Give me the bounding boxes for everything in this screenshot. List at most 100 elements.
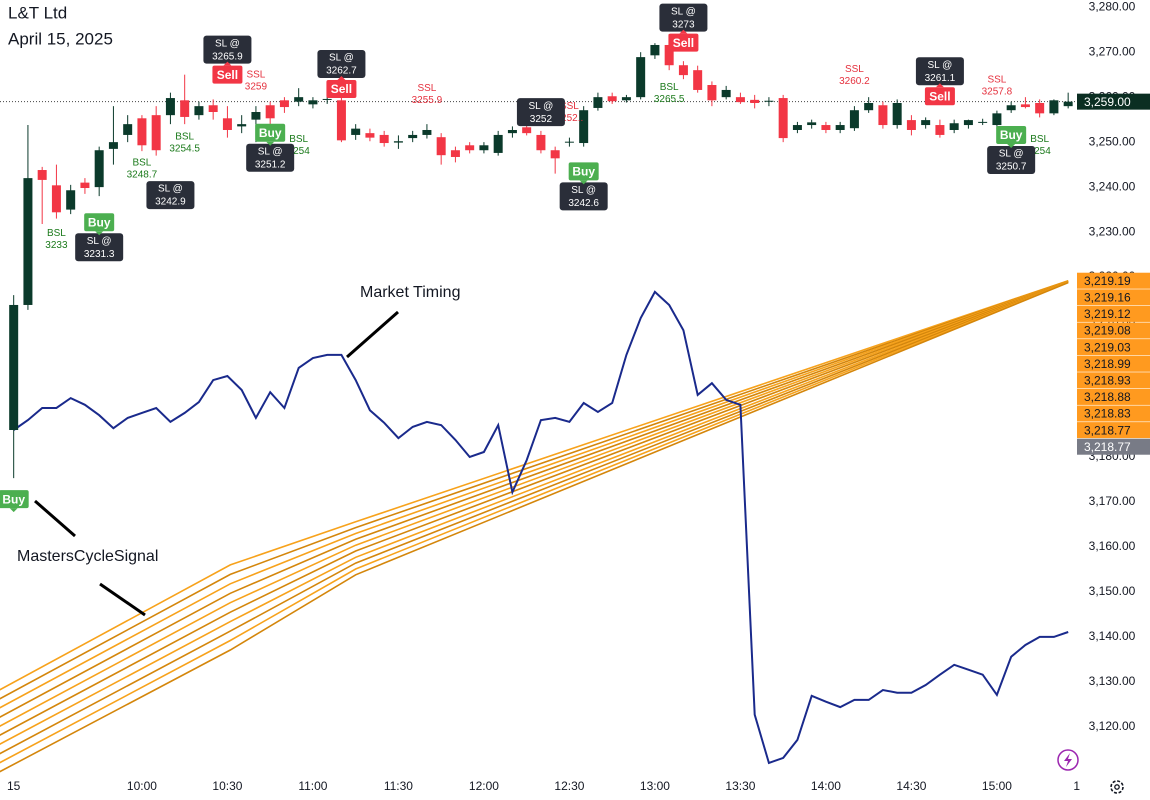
badge-pointer xyxy=(1007,143,1016,148)
signal-label: Buy xyxy=(1000,128,1023,142)
candle-body xyxy=(37,170,47,180)
x-tick-label: 10:00 xyxy=(127,779,157,793)
ribbon-line xyxy=(0,281,1069,745)
stop-loss-prefix: SL @ xyxy=(928,60,953,71)
candle-body xyxy=(564,141,574,143)
price-tag xyxy=(1077,305,1150,322)
candle-body xyxy=(450,150,460,157)
badge-pointer xyxy=(9,508,18,513)
candle-body xyxy=(308,100,318,105)
badge-pointer xyxy=(95,231,104,236)
y-tick-label: 3,160.00 xyxy=(1089,539,1136,553)
price-tag-label: 3,218.93 xyxy=(1084,373,1131,387)
candle-body xyxy=(693,70,703,90)
signal-badge xyxy=(326,80,357,99)
level-value: 3233 xyxy=(45,240,68,251)
level-label: BSL xyxy=(175,132,194,143)
candle-body xyxy=(778,98,788,139)
y-tick-label: 3,270.00 xyxy=(1089,44,1136,58)
price-tag-label: 3,219.08 xyxy=(1084,324,1131,338)
price-tag xyxy=(1077,339,1150,356)
level-label: BSL xyxy=(1030,134,1049,145)
candle-body xyxy=(507,129,517,134)
candle-body xyxy=(963,120,973,126)
candle-body xyxy=(636,57,646,98)
stop-loss-value: 3251.2 xyxy=(255,159,286,170)
candle-body xyxy=(579,110,589,144)
price-tag-label: 3,218.77 xyxy=(1084,423,1131,437)
level-label: BSL xyxy=(289,134,308,145)
badge-pointer xyxy=(935,83,944,88)
candle-body xyxy=(493,134,503,153)
stop-loss-box xyxy=(75,233,124,262)
candle-body xyxy=(151,115,161,151)
x-tick-label: 10:30 xyxy=(212,779,242,793)
level-label: BSL xyxy=(47,228,66,239)
candle-body xyxy=(393,141,403,143)
candle-body xyxy=(807,122,817,126)
price-tag-label: 3,219.03 xyxy=(1084,340,1131,354)
candle-body xyxy=(180,100,190,117)
level-value: 3257.8 xyxy=(982,87,1013,98)
stop-loss-value: 3250.7 xyxy=(996,162,1027,173)
signal-badge xyxy=(924,87,955,106)
price-tag xyxy=(1077,438,1150,455)
signal-label: Buy xyxy=(572,165,595,179)
stop-loss-box xyxy=(203,35,252,64)
candle-body xyxy=(66,190,76,210)
candle-body xyxy=(792,125,802,130)
candle-body xyxy=(821,125,831,130)
stop-loss-value: 3242.6 xyxy=(568,198,599,209)
stop-loss-prefix: SL @ xyxy=(571,185,596,196)
stop-loss-value: 3242.9 xyxy=(155,197,186,208)
level-value: 3259 xyxy=(245,81,268,92)
level-value: 3254.5 xyxy=(169,144,200,155)
price-tag xyxy=(1077,289,1150,306)
settings-icon[interactable] xyxy=(1110,780,1124,794)
signal-label: Sell xyxy=(673,36,694,50)
y-tick-label: 3,130.00 xyxy=(1089,674,1136,688)
candle-body xyxy=(849,110,859,129)
signal-label: Buy xyxy=(2,492,25,506)
candle-body xyxy=(222,118,232,130)
gear-core xyxy=(1114,784,1120,790)
x-tick-label: 1 xyxy=(1073,779,1080,793)
signal-badge xyxy=(255,123,286,142)
x-tick-label: 15:00 xyxy=(982,779,1012,793)
level-value: 3254 xyxy=(288,146,311,157)
signal-badge xyxy=(568,162,599,181)
stop-loss-box xyxy=(246,143,295,172)
signal-label: Sell xyxy=(331,82,352,96)
candle-body xyxy=(251,111,261,120)
icon-bolt xyxy=(1064,753,1072,767)
x-tick-label: 11:00 xyxy=(298,779,327,793)
candle-body xyxy=(23,178,33,305)
level-value: 3248.7 xyxy=(127,170,158,181)
candle-body xyxy=(764,100,774,102)
candle-body xyxy=(351,128,361,135)
price-tag-label: 3,219.19 xyxy=(1084,274,1131,288)
candle-body xyxy=(935,125,945,135)
candle-body xyxy=(835,125,845,130)
candle-body xyxy=(94,150,104,188)
indicator-icon[interactable] xyxy=(1057,749,1079,771)
badge-pointer xyxy=(337,76,346,81)
candle-body xyxy=(878,105,888,126)
price-tag-label: 3,219.12 xyxy=(1084,307,1131,321)
stop-loss-value: 3231.3 xyxy=(84,249,115,260)
x-tick-label: 13:30 xyxy=(725,779,755,793)
candle-body xyxy=(664,44,674,66)
stop-loss-value: 3262.7 xyxy=(326,66,357,77)
level-value: 3260.2 xyxy=(839,76,870,87)
signal-badge xyxy=(668,33,699,52)
candle-body xyxy=(137,118,147,146)
level-label: SSL xyxy=(417,83,436,94)
annotation-pointer xyxy=(34,499,76,538)
plot-annotations: BSL3233BSL3248.7BSL3254.5SSL3259BSL3254S… xyxy=(0,3,1051,513)
badge-pointer xyxy=(679,29,688,34)
candle-body xyxy=(707,85,717,101)
stop-loss-prefix: SL @ xyxy=(999,149,1024,160)
signal-label: Sell xyxy=(217,68,238,82)
candle-body xyxy=(80,182,90,189)
candle-body xyxy=(9,304,19,431)
